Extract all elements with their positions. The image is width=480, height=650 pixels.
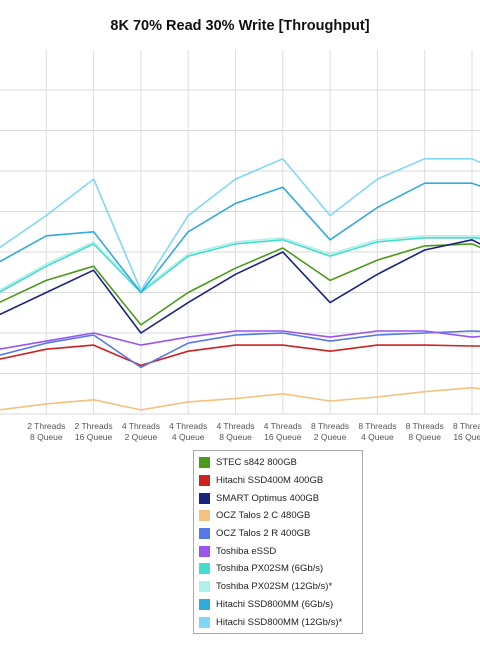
- legend-swatch: [199, 563, 210, 575]
- series-line-3: [0, 386, 480, 411]
- series-line-4: [0, 330, 480, 369]
- legend-label: Toshiba PX02SM (6Gb/s): [216, 563, 324, 575]
- legend-item: OCZ Talos 2 C 480GB: [199, 507, 357, 525]
- legend-label: Toshiba eSSD: [216, 545, 277, 557]
- legend-swatch: [199, 616, 210, 628]
- series-line-2: [0, 239, 480, 334]
- series-line-1: [0, 344, 480, 367]
- legend-item: Hitachi SSD800MM (12Gb/s)*: [199, 613, 357, 631]
- x-tick-label: 2 Threads 8 Queue: [27, 421, 65, 442]
- series-line-5: [0, 330, 480, 350]
- series-line-0: [0, 243, 480, 326]
- legend-item: STEC s842 800GB: [199, 454, 357, 472]
- legend-item: Toshiba PX02SM (6Gb/s): [199, 560, 357, 578]
- grid: [0, 50, 480, 415]
- series-line-6: [0, 237, 480, 294]
- x-tick-label: 8 Threads 2 Queue: [311, 421, 349, 442]
- legend-label: Hitachi SSD800MM (12Gb/s)*: [216, 616, 343, 628]
- x-tick-label: 2 Threads 16 Queue: [75, 421, 113, 442]
- legend-swatch: [199, 492, 210, 504]
- legend-swatch: [199, 545, 210, 557]
- legend-label: Hitachi SSD800MM (6Gb/s): [216, 598, 334, 610]
- x-tick-label: 8 Threads 8 Queue: [406, 421, 444, 442]
- series-lines: [0, 158, 480, 411]
- legend-item: Toshiba eSSD: [199, 542, 357, 560]
- legend-label: SMART Optimus 400GB: [216, 492, 320, 504]
- legend-swatch: [199, 475, 210, 487]
- x-tick-label: 4 Threads 8 Queue: [216, 421, 254, 442]
- legend-swatch: [199, 528, 210, 540]
- legend-item: SMART Optimus 400GB: [199, 489, 357, 507]
- legend-item: OCZ Talos 2 R 400GB: [199, 525, 357, 543]
- series-line-7: [0, 235, 480, 292]
- legend-label: STEC s842 800GB: [216, 457, 297, 469]
- legend-label: OCZ Talos 2 C 480GB: [216, 510, 311, 522]
- legend-label: Hitachi SSD400M 400GB: [216, 475, 324, 487]
- series-line-9: [0, 158, 480, 292]
- legend-label: Toshiba PX02SM (12Gb/s)*: [216, 581, 333, 593]
- x-tick-label: 8 Threads 4 Queue: [358, 421, 396, 442]
- series-line-8: [0, 182, 480, 294]
- legend-label: OCZ Talos 2 R 400GB: [216, 528, 311, 540]
- legend-item: Hitachi SSD400M 400GB: [199, 472, 357, 490]
- legend-item: Hitachi SSD800MM (6Gb/s): [199, 596, 357, 614]
- legend-swatch: [199, 581, 210, 593]
- legend-item: Toshiba PX02SM (12Gb/s)*: [199, 578, 357, 596]
- legend: STEC s842 800GB Hitachi SSD400M 400GB SMAR…: [193, 450, 363, 634]
- legend-swatch: [199, 598, 210, 610]
- x-axis-ticks: 2 Threads 8 Queue 2 Threads 16 Queue 4 Threa…: [27, 421, 480, 442]
- x-tick-label: 4 Threads 4 Queue: [169, 421, 207, 442]
- x-tick-label: 4 Threads 2 Queue: [122, 421, 160, 442]
- legend-swatch: [199, 457, 210, 469]
- legend-swatch: [199, 510, 210, 522]
- x-tick-label: 4 Threads 16 Queue: [264, 421, 302, 442]
- chart-title: 8K 70% Read 30% Write [Throughput]: [110, 18, 370, 34]
